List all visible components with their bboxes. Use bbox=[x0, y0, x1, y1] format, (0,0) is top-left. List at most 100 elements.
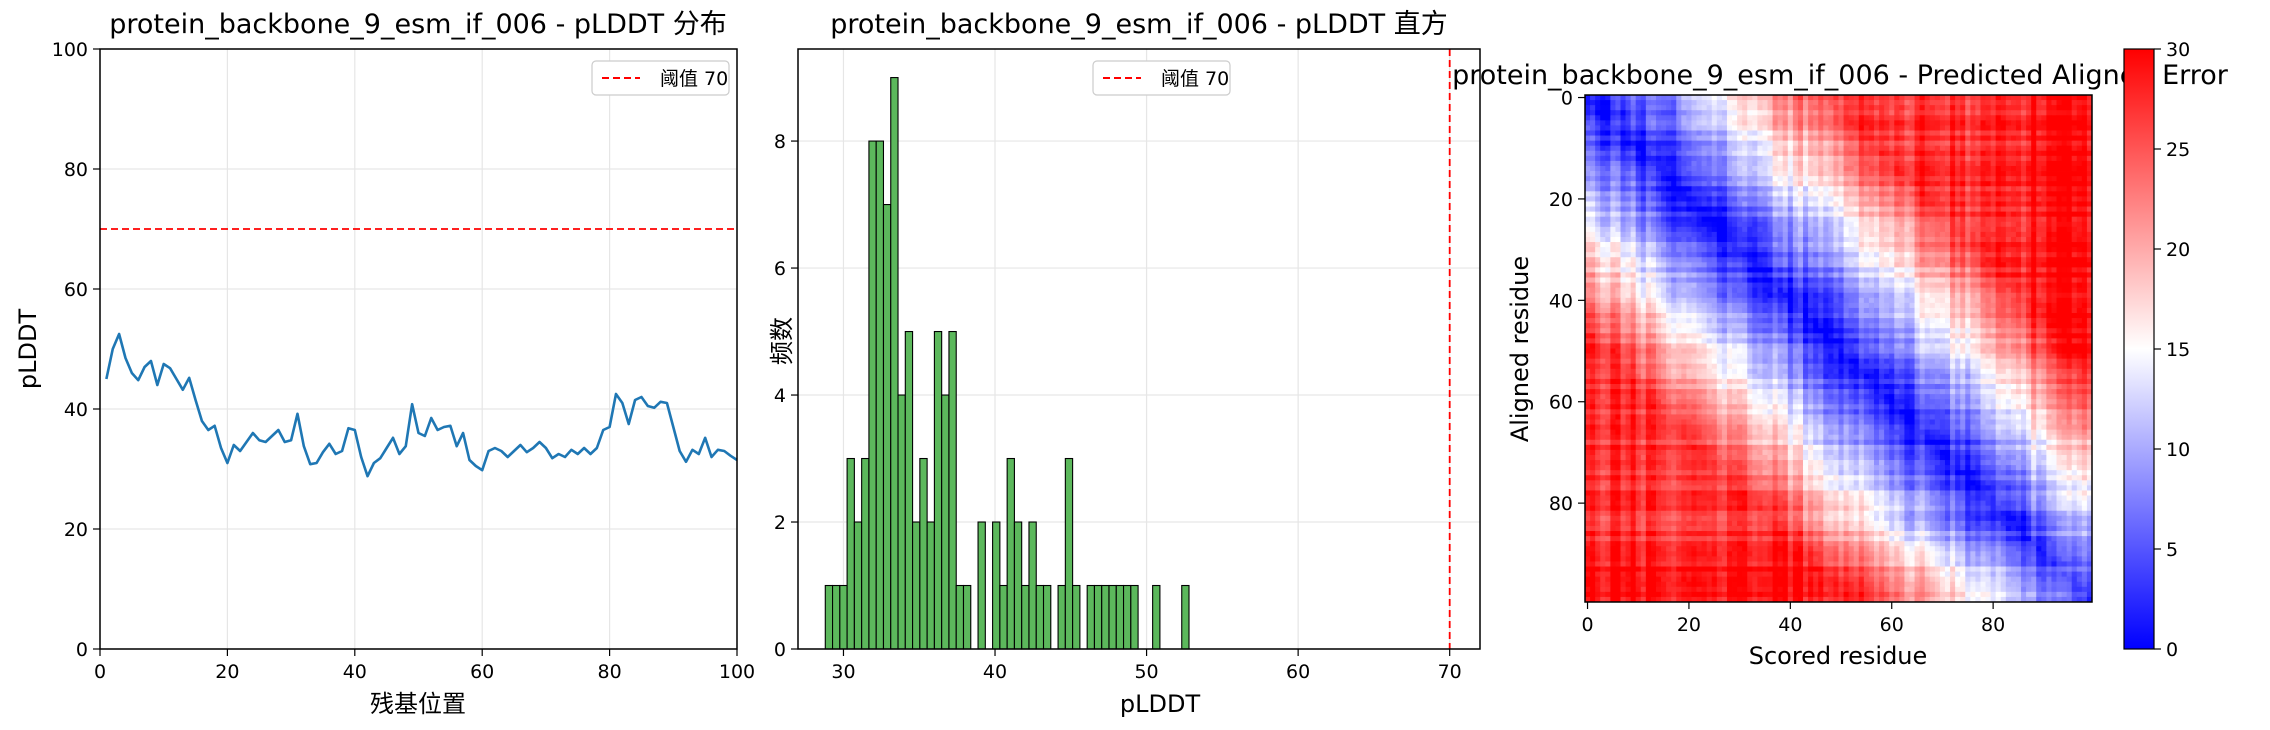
heatmap-cell bbox=[1975, 242, 1981, 248]
heatmap-cell bbox=[2076, 155, 2083, 162]
heatmap-cell bbox=[1894, 307, 1900, 314]
heatmap-cell bbox=[1894, 323, 1900, 329]
heatmap-cell bbox=[1721, 216, 1728, 223]
heatmap-cell bbox=[1965, 242, 1971, 248]
heatmap-cell bbox=[1879, 242, 1885, 248]
heatmap-cell bbox=[1620, 105, 1626, 111]
heatmap-cell bbox=[1737, 257, 1743, 263]
heatmap-cell bbox=[1899, 176, 1905, 182]
heatmap-cell bbox=[1868, 328, 1875, 334]
heatmap-cell bbox=[2071, 110, 2078, 116]
heatmap-cell bbox=[1823, 328, 1829, 334]
heatmap-cell bbox=[1884, 262, 1890, 268]
heatmap-cell bbox=[1625, 236, 1632, 243]
heatmap-cell bbox=[1823, 236, 1829, 243]
heatmap-cell bbox=[1716, 338, 1723, 344]
heatmap-cell bbox=[2086, 130, 2093, 136]
heatmap-cell bbox=[2021, 140, 2027, 147]
heatmap-cell bbox=[1610, 176, 1616, 182]
heatmap-cell bbox=[1762, 221, 1768, 228]
heatmap-cell bbox=[1980, 155, 1986, 162]
heatmap-cell bbox=[1975, 318, 1981, 324]
heatmap-cell bbox=[1747, 196, 1753, 202]
heatmap-cell bbox=[1787, 120, 1794, 126]
heatmap-cell bbox=[1884, 231, 1890, 238]
heatmap-cell bbox=[1813, 176, 1819, 182]
heatmap-cell bbox=[1762, 181, 1768, 187]
heatmap-cell bbox=[1833, 231, 1839, 238]
heatmap-cell bbox=[1853, 297, 1860, 304]
heatmap-cell bbox=[2066, 287, 2073, 294]
heatmap-cell bbox=[1701, 140, 1708, 147]
heatmap-cell bbox=[1742, 191, 1748, 197]
heatmap-cell bbox=[1884, 130, 1890, 136]
heatmap-cell bbox=[1970, 313, 1976, 319]
heatmap-cell bbox=[1995, 292, 2002, 299]
heatmap-cell bbox=[1904, 292, 1910, 299]
heatmap-cell bbox=[1716, 120, 1723, 126]
heatmap-cell bbox=[1889, 272, 1895, 278]
heatmap-cell bbox=[1965, 323, 1971, 329]
heatmap-cell bbox=[2046, 221, 2052, 228]
heatmap-cell bbox=[2021, 145, 2027, 152]
heatmap-cell bbox=[1833, 307, 1839, 314]
heatmap-cell bbox=[1863, 211, 1870, 218]
heatmap-cell bbox=[1980, 150, 1986, 157]
heatmap-cell bbox=[1701, 125, 1708, 131]
heatmap-cell bbox=[1868, 282, 1875, 289]
heatmap-cell bbox=[1752, 165, 1758, 172]
heatmap-cell bbox=[1610, 313, 1616, 319]
heatmap-cell bbox=[1965, 150, 1971, 157]
heatmap-cell bbox=[1813, 282, 1819, 289]
heatmap-cell bbox=[1853, 145, 1860, 152]
heatmap-cell bbox=[1610, 216, 1616, 223]
heatmap-cell bbox=[1939, 257, 1946, 263]
heatmap-cell bbox=[1600, 160, 1606, 167]
heatmap-cell bbox=[1838, 267, 1844, 273]
heatmap-cell bbox=[1635, 262, 1642, 268]
heatmap-cell bbox=[1610, 145, 1616, 152]
heatmap-cell bbox=[2010, 165, 2017, 172]
heatmap-cell bbox=[1726, 292, 1733, 299]
heatmap-cell bbox=[2026, 201, 2032, 207]
heatmap-cell bbox=[1726, 297, 1733, 304]
heatmap-cell bbox=[2081, 231, 2088, 238]
heatmap-cell bbox=[2071, 150, 2078, 157]
heatmap-cell bbox=[1620, 196, 1626, 202]
heatmap-cell bbox=[1610, 247, 1616, 253]
heatmap-cell bbox=[1975, 323, 1981, 329]
heatmap-cell bbox=[1929, 323, 1936, 329]
heatmap-cell bbox=[1868, 302, 1875, 309]
heatmap-cell bbox=[1782, 302, 1789, 309]
heatmap-cell bbox=[1965, 287, 1971, 294]
heatmap-cell bbox=[2066, 150, 2073, 157]
heatmap-cell bbox=[1595, 262, 1601, 268]
heatmap-cell bbox=[1975, 328, 1981, 334]
heatmap-cell bbox=[1985, 196, 1991, 202]
heatmap-cell bbox=[1792, 287, 1799, 294]
heatmap-cell bbox=[1747, 120, 1753, 126]
heatmap-cell bbox=[1823, 302, 1829, 309]
heatmap-cell bbox=[1737, 323, 1743, 329]
heatmap-cell bbox=[2061, 302, 2068, 309]
heatmap-cell bbox=[1985, 120, 1991, 126]
heatmap-cell bbox=[2031, 247, 2037, 253]
heatmap-cell bbox=[1828, 313, 1834, 319]
heatmap-cell bbox=[1610, 226, 1616, 233]
heatmap-cell bbox=[2071, 145, 2078, 152]
heatmap-cell bbox=[2005, 201, 2012, 207]
heatmap-cell bbox=[1757, 221, 1763, 228]
heatmap-cell bbox=[1742, 328, 1748, 334]
heatmap-cell bbox=[1868, 150, 1875, 157]
heatmap-cell bbox=[1929, 247, 1936, 253]
heatmap-cell bbox=[1732, 302, 1738, 309]
heatmap-cell bbox=[1909, 186, 1915, 192]
heatmap-cell bbox=[1585, 105, 1591, 111]
heatmap-cell bbox=[1706, 292, 1713, 299]
heatmap-cell bbox=[1884, 287, 1890, 294]
heatmap-cell bbox=[1650, 206, 1657, 213]
heatmap-cell bbox=[1868, 297, 1875, 304]
heatmap-cell bbox=[1884, 257, 1890, 263]
heatmap-cell bbox=[2086, 135, 2093, 142]
heatmap-cell bbox=[1711, 323, 1718, 329]
